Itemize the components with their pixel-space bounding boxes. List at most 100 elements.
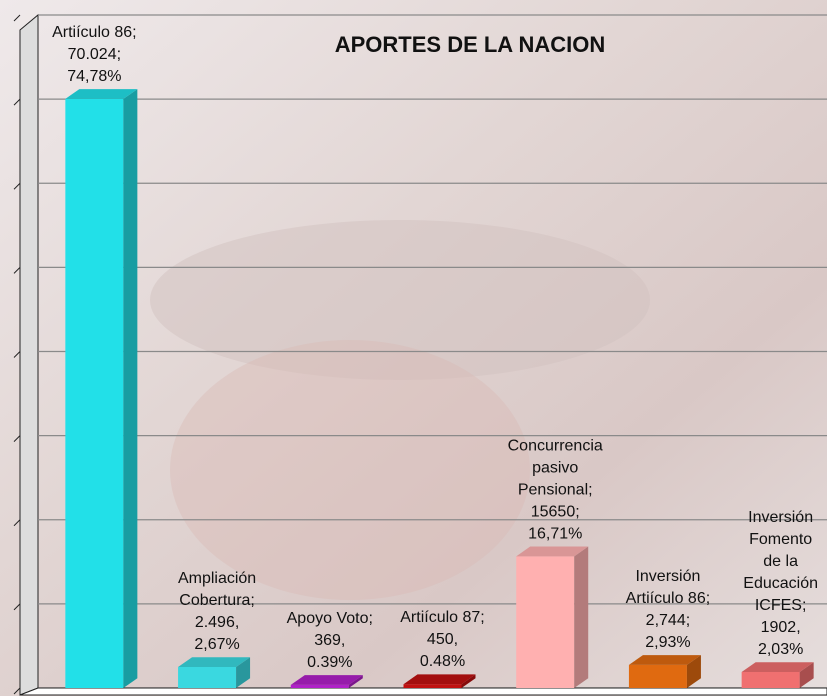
bar-top [403, 674, 476, 685]
separator: ; [686, 612, 690, 629]
category-label: Artiículo 87 [400, 609, 480, 626]
bar-side [348, 675, 363, 688]
separator: ; [588, 481, 592, 498]
label-line: Inversión [635, 568, 700, 585]
value-label: 2.496 [195, 614, 235, 631]
label-line: Ampliación [178, 570, 256, 587]
value-label: 1902 [761, 619, 797, 636]
category-label: Inversión [748, 509, 813, 526]
bar-side [799, 662, 814, 688]
bar-side [574, 546, 589, 688]
label-line: Artiículo 86; [52, 24, 137, 41]
bar-front [516, 556, 575, 688]
value-label: 2,744 [646, 612, 686, 629]
data-label: Concurrencia pasivo Pensional; 15650; 16,71% [508, 437, 603, 542]
label-line: de la [763, 553, 798, 570]
data-label: Artiículo 86; 70.024; 74,78% [52, 24, 137, 85]
separator: ; [575, 503, 579, 520]
separator: ; [368, 610, 372, 627]
percentage-label: 0.39% [307, 654, 352, 671]
label-line: 2,67% [194, 636, 239, 653]
y-tick [13, 351, 21, 358]
bar-side [236, 657, 251, 688]
percentage-label: 74,78% [67, 68, 121, 85]
percentage-label: 2,93% [645, 634, 690, 651]
label-line: 2.496, [195, 614, 239, 631]
bar-front [403, 684, 462, 688]
y-tick [13, 182, 21, 190]
value-label: 369 [314, 632, 341, 649]
bar [741, 662, 814, 688]
label-line: 15650; [531, 503, 580, 520]
bar-front [65, 98, 124, 689]
bar-top [290, 675, 363, 685]
label-line: pasivo [532, 459, 578, 476]
label-line: Educación [743, 575, 818, 592]
label-line: 369, [314, 632, 345, 649]
bar [290, 675, 363, 688]
separator: ; [250, 592, 254, 609]
category-label: Inversión [635, 568, 700, 585]
bar-side [123, 89, 138, 688]
separator: , [454, 631, 458, 648]
label-line: Inversión [748, 509, 813, 526]
category-label: Artiículo 86 [52, 24, 132, 41]
category-label: Ampliación [178, 570, 256, 587]
separator: ; [117, 46, 121, 63]
category-label: ICFES [755, 597, 802, 614]
category-label: Fomento [749, 531, 812, 548]
floor [19, 687, 827, 696]
bar-side [686, 655, 701, 688]
bar-top [516, 546, 589, 557]
label-line: 2,03% [758, 641, 803, 658]
bar-top [178, 657, 251, 668]
percentage-label: 2,03% [758, 641, 803, 658]
bar-top [741, 662, 814, 672]
bar-top [65, 89, 138, 99]
label-line: Artiículo 87; [400, 609, 485, 626]
label-line: 0.48% [420, 653, 465, 670]
bar-front [290, 684, 349, 688]
category-label: de la [763, 553, 798, 570]
separator: ; [706, 590, 710, 607]
category-label: Artiículo 86 [626, 590, 706, 607]
label-line: 2,93% [645, 634, 690, 651]
label-line: 450, [427, 631, 458, 648]
background-photo [150, 220, 650, 380]
label-line: Fomento [749, 531, 812, 548]
y-tick [13, 519, 21, 527]
data-label: Artiículo 87; 450, 0.48% [400, 609, 485, 670]
label-line: Pensional; [518, 481, 593, 498]
y-tick [13, 435, 21, 442]
separator: , [796, 619, 800, 636]
percentage-label: 2,67% [194, 636, 239, 653]
y-tick [13, 687, 21, 695]
bar-front [178, 667, 237, 688]
percentage-label: 0.48% [420, 653, 465, 670]
y-tick [13, 267, 21, 274]
label-line: Cobertura; [179, 592, 255, 609]
category-label: Educación [743, 575, 818, 592]
label-line: Artiículo 86; [626, 590, 711, 607]
chart-title: APORTES DE LA NACION [335, 32, 606, 57]
label-line: 16,71% [528, 525, 582, 542]
category-label: Apoyo Voto [287, 610, 369, 627]
category-label: Pensional [518, 481, 588, 498]
data-label: Inversión Fomento de la Educación ICFES; 1902… [743, 509, 818, 658]
y-tick [13, 14, 21, 22]
label-line: Concurrencia [508, 437, 603, 454]
separator: , [341, 632, 345, 649]
bar-top [628, 655, 701, 665]
bar [516, 546, 589, 688]
bar [178, 657, 251, 688]
label-line: 1902, [761, 619, 801, 636]
label-line: 70.024; [68, 46, 121, 63]
category-label: pasivo [532, 459, 578, 476]
category-label: Concurrencia [508, 437, 603, 454]
bar-side [461, 674, 476, 688]
separator: ; [132, 24, 136, 41]
category-label: Cobertura [179, 592, 250, 609]
bar-front [741, 671, 800, 688]
